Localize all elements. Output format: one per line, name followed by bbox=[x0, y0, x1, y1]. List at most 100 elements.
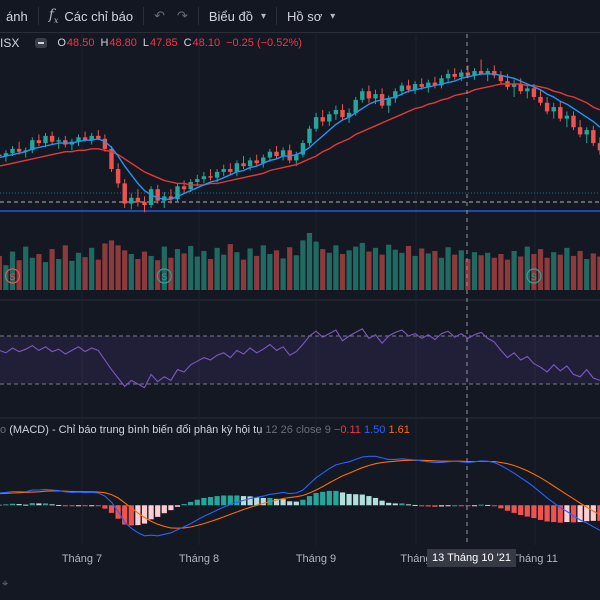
candle-body bbox=[459, 72, 464, 77]
candle-body bbox=[465, 72, 471, 76]
low-value: 47.85 bbox=[150, 37, 178, 49]
open-value: 48.50 bbox=[66, 37, 95, 49]
volume-bar bbox=[148, 255, 154, 290]
candle-body bbox=[307, 128, 312, 144]
candle-body bbox=[386, 98, 391, 106]
volume-bar bbox=[141, 251, 148, 290]
chart-type-label: Biểu đồ bbox=[208, 8, 253, 24]
timeframe-label: ánh bbox=[6, 8, 28, 24]
macd-histogram-bar bbox=[16, 504, 22, 506]
low-key: L bbox=[142, 37, 150, 49]
macd-histogram-bar bbox=[62, 505, 68, 507]
undo-icon: ↶ bbox=[154, 8, 165, 23]
rsi-line bbox=[0, 328, 600, 389]
undo-button[interactable]: ↶ bbox=[148, 0, 171, 32]
candle-body bbox=[10, 148, 15, 154]
volume-bar bbox=[0, 255, 2, 290]
macd-histogram-bar bbox=[531, 505, 537, 519]
candle-body bbox=[89, 135, 94, 141]
macd-histogram-bar bbox=[280, 499, 286, 506]
macd-histogram-bar bbox=[293, 501, 299, 506]
macd-histogram-bar bbox=[412, 504, 418, 506]
redo-button[interactable]: ↷ bbox=[171, 0, 194, 32]
volume-bar bbox=[458, 250, 464, 290]
macd-histogram-bar bbox=[544, 505, 550, 522]
macd-legend: o (MACD) - Chỉ báo trung bình biến đổi p… bbox=[0, 424, 410, 436]
candle-body bbox=[340, 109, 345, 118]
volume-bar bbox=[504, 259, 511, 290]
macd-histogram-bar bbox=[148, 505, 154, 520]
macd-params: 12 26 close 9 bbox=[265, 424, 331, 436]
candle-body bbox=[399, 85, 405, 92]
candle-body bbox=[366, 91, 372, 99]
macd-histogram-bar bbox=[366, 496, 372, 506]
candle-body bbox=[254, 160, 259, 164]
candle-body bbox=[247, 160, 253, 167]
macd-histogram-bar bbox=[485, 504, 491, 506]
change-value: −0.25 (−0.52%) bbox=[226, 37, 302, 49]
macd-histogram-bar bbox=[425, 505, 431, 507]
candle-body bbox=[346, 112, 352, 118]
volume-bar bbox=[273, 250, 280, 290]
candle-body bbox=[393, 91, 398, 99]
profile-button[interactable]: Hồ sơ ▾ bbox=[281, 0, 341, 32]
collapse-legend-icon[interactable] bbox=[35, 38, 48, 48]
volume-bar bbox=[491, 257, 497, 290]
signal-marker-label: S bbox=[161, 272, 167, 282]
volume-bar bbox=[498, 254, 504, 290]
volume-bar bbox=[511, 250, 517, 290]
macd-histogram-bar bbox=[511, 505, 517, 513]
volume-bar bbox=[214, 247, 220, 290]
macd-histogram-bar bbox=[135, 505, 141, 526]
volume-bar bbox=[597, 256, 600, 290]
macd-histogram-bar bbox=[445, 505, 451, 507]
macd-histogram-bar bbox=[102, 505, 108, 509]
volume-bar bbox=[75, 252, 82, 290]
candle-body bbox=[16, 148, 22, 152]
macd-histogram-bar bbox=[458, 505, 464, 507]
volume-bar bbox=[577, 250, 583, 290]
candle-body bbox=[56, 140, 61, 142]
signal-marker-label: S bbox=[9, 272, 15, 282]
chart-type-button[interactable]: Biểu đồ ▾ bbox=[203, 0, 272, 32]
candle-body bbox=[241, 163, 246, 167]
candle-body bbox=[498, 75, 504, 82]
candle-body bbox=[445, 73, 451, 79]
volume-bar bbox=[234, 252, 240, 290]
macd-line bbox=[0, 455, 600, 537]
macd-histogram-bar bbox=[9, 503, 16, 506]
volume-bar bbox=[366, 251, 372, 290]
macd-histogram-bar bbox=[260, 497, 266, 506]
macd-histogram-bar bbox=[227, 495, 233, 506]
macd-histogram-bar bbox=[498, 505, 504, 509]
candle-body bbox=[122, 183, 127, 204]
volume-bar bbox=[82, 257, 88, 290]
volume-bar bbox=[524, 246, 530, 290]
macd-histogram-bar bbox=[300, 499, 306, 506]
crosshair-date-label: 13 Tháng 10 '21 bbox=[427, 549, 516, 567]
time-tick: Tháng 9 bbox=[295, 553, 337, 565]
indicators-button[interactable]: fx Các chỉ báo bbox=[43, 0, 139, 32]
macd-histogram-bar bbox=[326, 490, 332, 506]
timeframe-button[interactable]: ánh bbox=[0, 0, 34, 32]
candle-body bbox=[577, 127, 583, 135]
macd-histogram-bar bbox=[201, 497, 207, 506]
macd-histogram-bar bbox=[346, 493, 352, 506]
candle-body bbox=[208, 176, 213, 178]
candle-body bbox=[511, 84, 517, 87]
time-axis: Tháng 7 Tháng 8 Tháng 9 Tháng Tháng 11 1… bbox=[0, 545, 600, 573]
measure-icon[interactable]: ⌖ bbox=[2, 578, 9, 590]
volume-bar bbox=[181, 253, 187, 290]
macd-histogram-bar bbox=[234, 495, 240, 506]
macd-histogram-bar bbox=[320, 491, 326, 506]
macd-histogram-bar bbox=[313, 493, 319, 506]
volume-bar bbox=[122, 250, 128, 290]
volume-bar bbox=[287, 247, 293, 290]
volume-bar bbox=[23, 246, 29, 290]
macd-histogram-bar bbox=[584, 505, 590, 522]
volume-bar bbox=[201, 250, 207, 290]
volume-bar bbox=[42, 262, 49, 290]
macd-title: (MACD) - Chỉ báo trung bình biến đổi phâ… bbox=[9, 424, 263, 436]
candle-body bbox=[234, 163, 240, 172]
